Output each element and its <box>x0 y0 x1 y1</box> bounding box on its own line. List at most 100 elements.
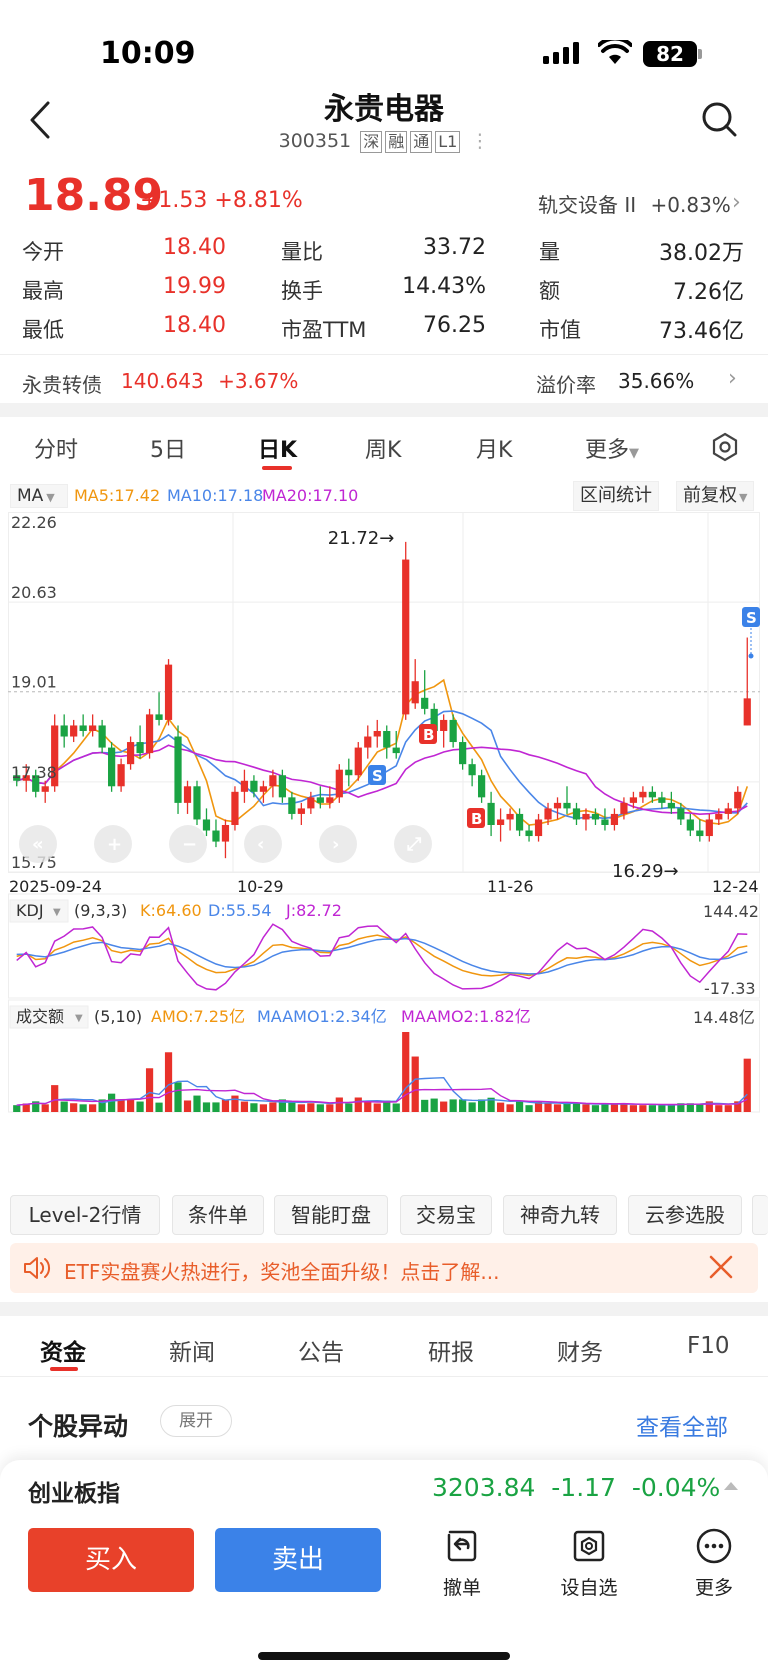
quote-value: 7.26亿 <box>673 280 744 305</box>
tab-weekly-k[interactable]: 周K <box>365 438 402 463</box>
volume-bar <box>563 1103 571 1112</box>
search-icon[interactable] <box>700 100 740 140</box>
tab-research[interactable]: 研报 <box>428 1340 474 1366</box>
volume-bar <box>572 1103 581 1112</box>
candle-body <box>449 719 457 743</box>
cancel-order-icon[interactable] <box>444 1528 480 1564</box>
tab-intraday[interactable]: 分时 <box>34 438 79 463</box>
candle-body <box>193 786 201 820</box>
x-axis-tick-label: 10-29 <box>237 877 284 896</box>
volume-bar <box>145 1068 154 1112</box>
ma-selector-label: MA <box>17 486 44 506</box>
range-stats-button[interactable]: 区间统计 <box>573 481 659 511</box>
candle-body <box>202 819 211 831</box>
tab-funds[interactable]: 资金 <box>40 1340 86 1366</box>
volume-bar <box>696 1104 704 1112</box>
chart-control-next[interactable]: › <box>319 825 357 863</box>
buy-signal-badge-bg <box>419 724 437 744</box>
feature-smart-monitor[interactable]: 智能盯盘 <box>274 1195 388 1235</box>
index-name[interactable]: 创业板指 <box>28 1481 120 1507</box>
quote-value: 38.02万 <box>659 241 744 266</box>
volume-bar <box>440 1101 448 1112</box>
chevron-right-icon[interactable]: › <box>732 190 741 215</box>
kdj-j-value: J:82.72 <box>285 901 342 920</box>
tab-more[interactable]: 更多▼ <box>585 432 639 464</box>
candle-body <box>269 775 277 787</box>
candle-body <box>354 747 362 776</box>
more-icon[interactable] <box>695 1527 733 1565</box>
tab-announcements[interactable]: 公告 <box>298 1340 344 1366</box>
feature-overflow[interactable] <box>752 1195 768 1235</box>
volume-bar <box>506 1104 514 1112</box>
tab-financials[interactable]: 财务 <box>557 1340 603 1366</box>
tab-f10[interactable]: F10 <box>687 1333 730 1359</box>
kdj-selector-bg <box>9 899 69 923</box>
volume-bar <box>402 1032 410 1112</box>
candle-body <box>610 813 619 825</box>
more-label[interactable]: 更多 <box>694 1577 733 1599</box>
kdj-d-value: D:55.54 <box>208 901 272 920</box>
sell-button[interactable]: 卖出 <box>215 1528 381 1592</box>
volume-bar <box>117 1099 125 1112</box>
section-gap <box>0 403 768 417</box>
tab-daily-k[interactable]: 日K <box>258 438 298 463</box>
control-zoom-in-glyph: + <box>107 834 122 855</box>
kline-chart[interactable]: 22.2620.6319.0117.3815.7521.72→16.29→SBB… <box>8 512 760 1182</box>
feature-trade-treasure[interactable]: 交易宝 <box>400 1195 492 1235</box>
volume-bar <box>478 1099 486 1112</box>
ma10-line <box>16 710 748 820</box>
chart-control-zoom-out[interactable]: − <box>169 825 207 863</box>
ma-selector[interactable]: MA ▼ <box>10 484 68 508</box>
candle-body <box>525 830 533 837</box>
tab-monthly-k[interactable]: 月K <box>476 438 513 463</box>
back-arrow-icon[interactable] <box>22 95 62 145</box>
candle-body <box>658 797 666 803</box>
feature-condition-order[interactable]: 条件单 <box>172 1195 264 1235</box>
volume-bar <box>468 1102 476 1112</box>
caret-down-icon: ▼ <box>46 491 55 504</box>
settings-hexagon-icon[interactable] <box>710 432 740 462</box>
candle-body <box>250 780 258 792</box>
tab-5day[interactable]: 5日 <box>150 438 186 463</box>
chart-control-fast-back[interactable]: « <box>19 825 57 863</box>
tab-news[interactable]: 新闻 <box>169 1340 215 1366</box>
kdj-d-line <box>16 937 748 975</box>
more-dots-icon[interactable]: ⋮ <box>470 130 490 152</box>
amo-value: AMO:7.25亿 <box>151 1007 245 1026</box>
cancel-order-label[interactable]: 撤单 <box>442 1577 481 1599</box>
candle-body <box>183 786 192 803</box>
close-icon[interactable] <box>708 1254 734 1280</box>
feature-stock-picker[interactable]: 云参选股 <box>628 1195 742 1235</box>
expand-button[interactable]: 展开 <box>160 1405 232 1437</box>
volume-bar <box>108 1093 116 1112</box>
control-prev-glyph: ‹ <box>257 834 264 855</box>
x-axis-tick-label: 12-24 <box>712 877 759 896</box>
add-watchlist-icon[interactable] <box>571 1528 607 1564</box>
candle-body <box>174 736 182 803</box>
promo-banner[interactable] <box>10 1243 758 1293</box>
volume-bar <box>354 1097 362 1112</box>
chevron-right-icon[interactable]: › <box>728 366 737 391</box>
buy-signal-badge-bg <box>467 808 485 828</box>
chart-control-fullscreen[interactable]: ⤢ <box>394 825 432 863</box>
chart-control-zoom-in[interactable]: + <box>94 825 132 863</box>
view-all-link[interactable]: 查看全部 <box>636 1415 728 1441</box>
volume-bar <box>487 1097 495 1112</box>
candle-body <box>89 725 97 731</box>
kdj-max-label: 144.42 <box>703 902 759 921</box>
chart-control-prev[interactable]: ‹ <box>244 825 282 863</box>
sector-link[interactable]: 轨交设备 II +0.83% <box>538 189 731 218</box>
candle-body <box>231 791 239 825</box>
convertible-bond-label[interactable]: 永贵转债 <box>22 373 102 397</box>
candle-body <box>515 813 524 831</box>
feature-level2[interactable]: Level-2行情 <box>10 1195 160 1235</box>
ma5-line <box>16 678 749 826</box>
caret-up-icon[interactable] <box>724 1482 738 1490</box>
promo-banner-text[interactable]: ETF实盘赛火热进行，奖池全面升级！点击了解... <box>64 1260 500 1284</box>
feature-magic-nine[interactable]: 神奇九转 <box>503 1195 617 1235</box>
control-next-icon <box>319 825 357 863</box>
control-fullscreen-icon <box>394 825 432 863</box>
add-watchlist-label[interactable]: 设自选 <box>560 1577 618 1599</box>
buy-button[interactable]: 买入 <box>28 1528 194 1592</box>
adjust-selector[interactable]: 前复权 ▼ <box>676 481 755 511</box>
